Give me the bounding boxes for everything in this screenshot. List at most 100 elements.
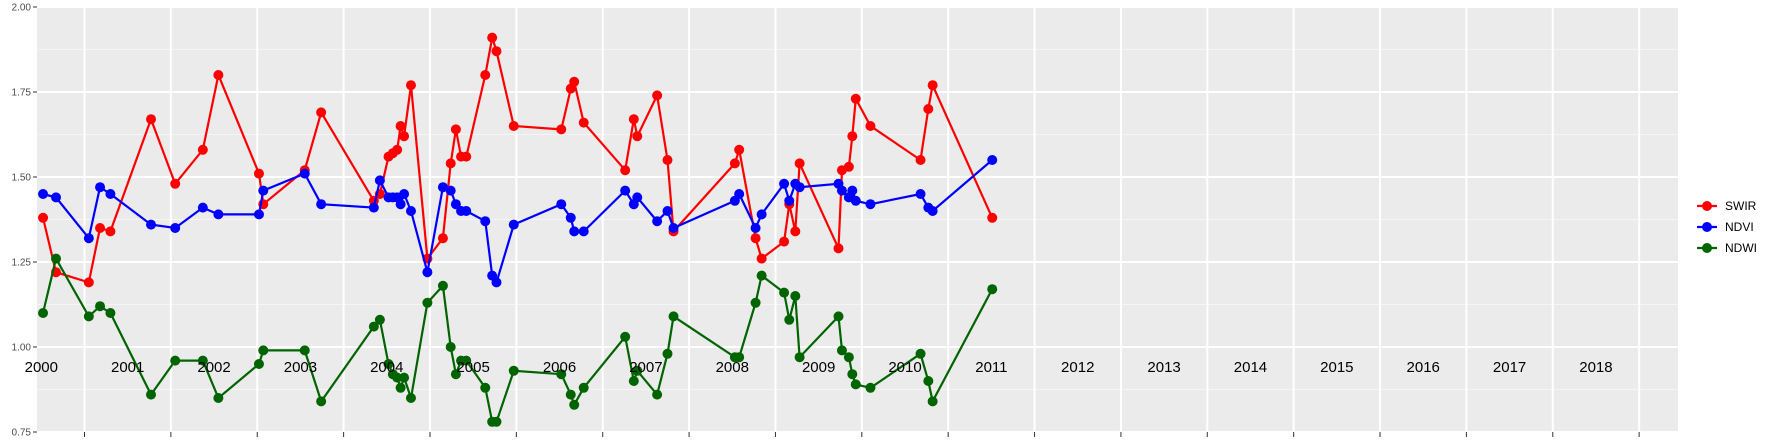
y-tick-label: 1.25: [12, 258, 32, 269]
year-label: 2003: [284, 359, 317, 376]
data-point-swir: [750, 233, 761, 244]
data-point-swir: [833, 243, 844, 254]
legend-item-ndvi: NDVI: [1697, 220, 1754, 234]
data-point-ndvi: [784, 195, 795, 206]
year-label: 2015: [1320, 359, 1353, 376]
data-point-swir: [105, 226, 116, 237]
data-point-swir: [578, 117, 589, 128]
data-point-ndvi: [565, 212, 576, 223]
data-point-ndvi: [632, 192, 643, 203]
y-axis: 0.75 1.00 1.25 1.50 1.75 2.00: [12, 3, 37, 439]
data-point-ndwi: [756, 270, 767, 281]
data-point-ndwi: [652, 389, 663, 400]
data-point-ndvi: [578, 226, 589, 237]
legend: SWIR NDVI NDWI: [1697, 199, 1757, 255]
data-point-swir: [865, 121, 876, 131]
data-point-swir: [392, 144, 403, 155]
data-point-ndvi: [83, 233, 94, 244]
data-point-ndvi: [750, 223, 761, 233]
data-point-ndvi: [170, 223, 181, 233]
data-point-ndwi: [316, 396, 327, 407]
y-tick-label: 0.75: [12, 428, 32, 439]
data-point-swir: [445, 158, 456, 169]
data-point-swir: [734, 144, 745, 155]
legend-label: SWIR: [1725, 199, 1757, 213]
data-point-swir: [843, 161, 854, 172]
data-point-ndwi: [833, 311, 844, 322]
data-point-swir: [915, 155, 926, 165]
data-point-ndwi: [668, 311, 679, 322]
data-point-swir: [395, 121, 406, 131]
data-point-ndwi: [750, 297, 761, 308]
series-ndvi: [38, 155, 998, 288]
data-point-ndwi: [105, 308, 116, 318]
year-label: 2008: [716, 359, 749, 376]
legend-item-swir: SWIR: [1697, 199, 1757, 213]
data-point-swir: [399, 131, 410, 142]
data-point-swir: [508, 121, 519, 131]
year-label: 2018: [1579, 359, 1612, 376]
data-point-ndvi: [794, 182, 805, 193]
data-point-swir: [927, 80, 938, 91]
data-point-swir: [662, 155, 673, 165]
data-point-ndwi: [445, 342, 456, 352]
year-label-layer: 2000 2001 2002 2003 2004 2005 2006 2007 2008 2009…: [25, 359, 1613, 376]
data-point-ndwi: [843, 352, 854, 363]
data-point-ndvi: [620, 185, 631, 196]
year-label: 2009: [802, 359, 835, 376]
data-point-ndvi: [508, 219, 519, 230]
data-point-ndvi: [668, 223, 679, 233]
data-point-ndvi: [405, 206, 416, 216]
y-tick-label: 1.50: [12, 173, 32, 184]
data-point-ndvi: [399, 189, 410, 199]
data-point-ndvi: [51, 192, 62, 203]
data-point-ndwi: [927, 396, 938, 407]
data-point-ndvi: [105, 189, 116, 199]
data-point-ndwi: [368, 321, 379, 332]
y-tick-label: 2.00: [12, 3, 32, 14]
data-point-ndwi: [578, 382, 589, 393]
year-label: 2016: [1407, 359, 1440, 376]
legend-key-point: [1702, 243, 1712, 253]
data-point-ndvi: [915, 189, 926, 199]
year-label: 2010: [888, 359, 921, 376]
data-point-ndvi: [734, 189, 745, 199]
data-point-ndvi: [258, 185, 269, 196]
data-point-swir: [38, 212, 49, 223]
data-point-ndwi: [915, 348, 926, 359]
data-point-ndvi: [422, 267, 433, 278]
data-point-swir: [729, 158, 740, 169]
data-point-swir: [987, 212, 998, 223]
data-point-swir: [487, 32, 498, 43]
data-point-ndwi: [565, 389, 576, 400]
data-point-ndwi: [836, 345, 847, 356]
data-point-ndvi: [569, 226, 580, 237]
data-point-swir: [556, 124, 567, 135]
data-point-ndwi: [95, 301, 106, 312]
data-point-ndvi: [850, 195, 861, 206]
data-point-ndvi: [450, 199, 461, 210]
year-label: 2007: [629, 359, 662, 376]
data-point-ndvi: [299, 168, 310, 179]
data-point-ndwi: [847, 369, 858, 380]
year-label: 2012: [1061, 359, 1094, 376]
data-point-swir: [170, 178, 181, 189]
data-point-ndwi: [491, 416, 502, 427]
data-point-ndvi: [652, 216, 663, 227]
data-point-ndwi: [461, 355, 472, 366]
data-point-ndwi: [374, 314, 385, 325]
data-point-swir: [197, 144, 208, 155]
data-point-ndwi: [399, 372, 410, 383]
data-point-ndvi: [197, 202, 208, 213]
year-label: 2001: [111, 359, 144, 376]
data-point-swir: [480, 70, 491, 80]
data-point-ndvi: [987, 155, 998, 165]
data-point-ndwi: [405, 393, 416, 403]
data-point-ndwi: [556, 369, 567, 380]
data-point-ndvi: [847, 185, 858, 196]
data-point-swir: [923, 104, 934, 114]
year-label: 2005: [456, 359, 489, 376]
data-point-ndwi: [146, 389, 157, 400]
